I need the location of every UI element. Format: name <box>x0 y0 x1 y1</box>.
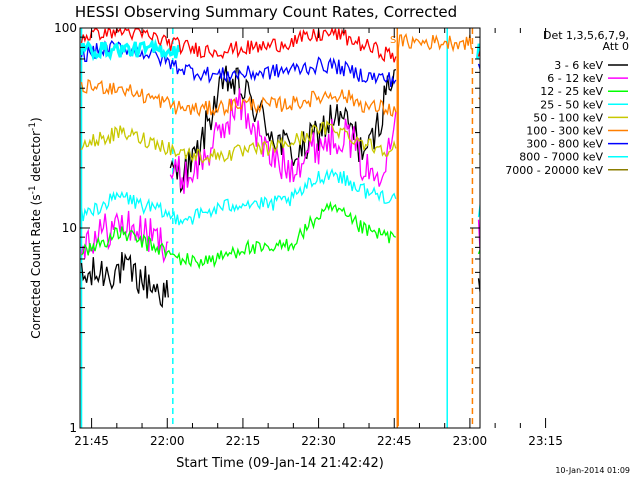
y-axis: 1 10 100 <box>54 21 480 435</box>
s-marker: S <box>390 35 396 46</box>
series-line-4-seg-2 <box>477 203 480 218</box>
x-tick-label-4: 22:30 <box>301 434 336 448</box>
series-line-10-seg-2 <box>477 49 480 57</box>
series-line-7-seg-2 <box>477 63 480 71</box>
x-tick-label-1: 21:45 <box>74 434 109 448</box>
y-label-part-2: detector <box>29 131 43 186</box>
legend-label-1: 3 - 6 keV <box>554 59 603 72</box>
series-line-1-seg-3 <box>477 278 480 296</box>
series-line-5-seg-1 <box>80 119 397 164</box>
x-axis-label: Start Time (09-Jan-14 21:42:42) <box>176 456 384 471</box>
y-axis-label: Corrected Count Rate (s-1 detector-1) <box>28 117 43 338</box>
series-line-8-seg-2 <box>476 43 480 59</box>
y-label-part-3: ) <box>29 117 43 122</box>
chart-title: HESSI Observing Summary Count Rates, Cor… <box>75 3 457 21</box>
y-label-part-1: Corrected Count Rate (s <box>29 194 43 338</box>
y-label-exp-2: -1 <box>28 122 38 131</box>
y-tick-label-1: 1 <box>69 421 77 435</box>
y-tick-label-2: 10 <box>62 221 77 235</box>
series-line-6-seg-1 <box>80 78 397 118</box>
legend-label-4: 25 - 50 keV <box>540 98 603 111</box>
legend-title-line-2: Att 0 <box>603 40 629 53</box>
legend-title-line-1: Det 1,3,5,6,7,9, <box>543 29 629 42</box>
series-line-10-seg-1 <box>80 28 397 63</box>
series-line-2-seg-3 <box>477 219 480 255</box>
legend-label-2: 6 - 12 keV <box>547 72 603 85</box>
series-line-1-seg-1 <box>80 251 169 309</box>
series-line-3-seg-1 <box>80 200 397 270</box>
legend-label-8: 800 - 7000 keV <box>519 151 603 164</box>
series-line-8-seg-1 <box>80 37 182 62</box>
x-tick-label-3: 22:15 <box>226 434 261 448</box>
y-label-exp-1: -1 <box>28 185 38 194</box>
plot-area: S <box>80 28 480 428</box>
y-tick-label-3: 100 <box>54 21 77 35</box>
legend-label-7: 300 - 800 keV <box>526 138 603 151</box>
x-tick-label-7: 23:15 <box>528 434 563 448</box>
series-line-3-seg-2 <box>477 247 480 255</box>
series-group: S <box>80 28 480 428</box>
legend-label-3: 12 - 25 keV <box>540 85 603 98</box>
x-axis: 21:45 22:00 22:15 22:30 22:45 23:00 23:15 <box>74 28 563 448</box>
legend-label-9: 7000 - 20000 keV <box>505 164 603 177</box>
x-tick-label-2: 22:00 <box>150 434 185 448</box>
legend-label-5: 50 - 100 keV <box>533 111 603 124</box>
series-line-4-seg-1 <box>80 167 397 226</box>
legend-label-6: 100 - 300 keV <box>526 125 603 138</box>
x-tick-label-6: 23:00 <box>453 434 488 448</box>
series-line-1-seg-2 <box>169 65 397 194</box>
generation-timestamp: 10-Jan-2014 01:09 <box>555 466 630 475</box>
x-tick-label-5: 22:45 <box>377 434 412 448</box>
series-line-11-seg-1 <box>397 33 473 427</box>
